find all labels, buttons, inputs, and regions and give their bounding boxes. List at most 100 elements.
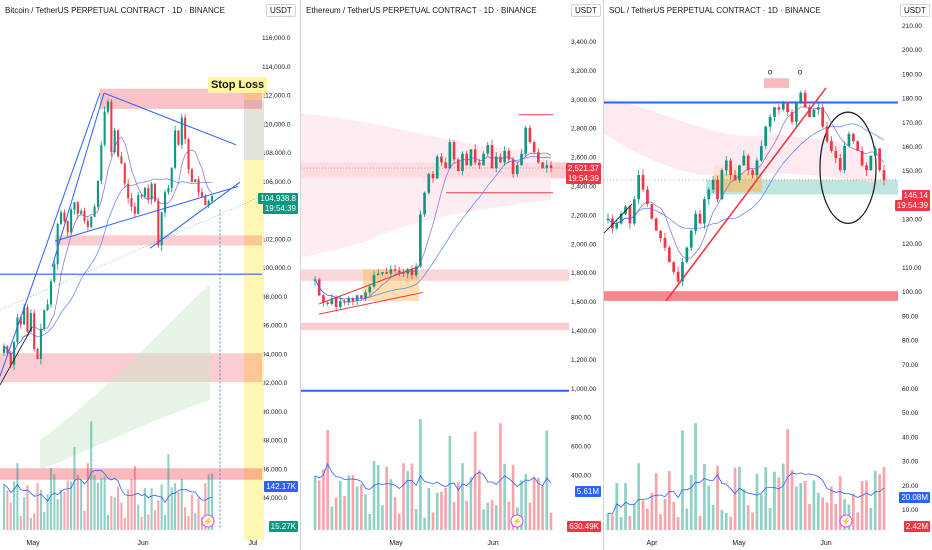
volume-bar <box>681 430 684 530</box>
y-tick-label: 1,800.00 <box>571 270 597 277</box>
eth-currency-button[interactable]: USDT <box>571 4 601 17</box>
volume-bar <box>431 512 435 530</box>
panel-divider[interactable] <box>603 0 604 550</box>
volume-bar <box>317 480 321 530</box>
lightning-icon[interactable]: ⚡ <box>841 516 851 526</box>
volume-bar <box>184 507 187 530</box>
candle-body <box>381 272 384 274</box>
volume-bar <box>537 477 540 530</box>
lightning-icon[interactable]: ⚡ <box>512 516 522 526</box>
volume-bar <box>43 511 46 530</box>
candle-body <box>773 107 776 117</box>
candle-body <box>672 262 676 272</box>
volume-bar <box>49 468 53 530</box>
candle-body <box>606 218 610 221</box>
candle-body <box>456 159 460 172</box>
sol-chart-title: SOL / TetherUS PERPETUAL CONTRACT · 1D ·… <box>609 6 821 15</box>
volume-bar <box>410 463 414 530</box>
volume-bar <box>364 494 367 530</box>
candle-body <box>632 199 636 224</box>
volume-bar <box>549 512 553 530</box>
candle-body <box>720 170 724 200</box>
candle-body <box>676 271 680 282</box>
candle-body <box>351 298 355 302</box>
x-tick-label: Jun <box>820 540 831 547</box>
volume-bar <box>520 480 523 530</box>
candle-body <box>615 223 619 229</box>
candle-body <box>96 180 99 207</box>
candle-body <box>541 162 544 169</box>
volume-bar <box>389 479 393 530</box>
volume-bar <box>100 477 103 530</box>
candle-body <box>431 173 435 179</box>
volume-bar <box>482 509 485 530</box>
volume-bar <box>524 474 528 530</box>
btc-chart-panel[interactable]: 116,000.0 114,000.0 112,000.0 110,000.0 108,… <box>0 0 300 550</box>
candle-body <box>385 272 388 274</box>
candle-body <box>9 353 12 365</box>
candle-body <box>716 179 719 200</box>
price-axis-bg <box>567 0 603 550</box>
volume-bar <box>130 478 133 530</box>
lightning-icon[interactable] <box>201 514 215 528</box>
volume-bar <box>106 514 110 530</box>
y-tick-label: 2,000.00 <box>571 241 597 248</box>
volume-bar <box>650 492 654 530</box>
btc-volume-ma-label: 142.17K <box>264 481 298 492</box>
candle-body <box>465 153 469 166</box>
lightning-icon[interactable]: ⚡ <box>203 516 213 526</box>
candle-body <box>812 109 816 117</box>
volume-bar <box>76 474 79 530</box>
y-tick-label: 150.00 <box>902 168 922 175</box>
volume-bar <box>16 463 19 530</box>
candle-body <box>742 155 746 166</box>
trend-line <box>149 181 241 249</box>
lightning-icon[interactable] <box>510 514 524 528</box>
volume-bar <box>659 514 662 530</box>
candle-body <box>511 159 515 174</box>
x-tick-label: May <box>389 540 403 547</box>
volume-bar <box>812 480 816 530</box>
volume-bar <box>637 463 641 530</box>
volume-bar <box>63 492 66 530</box>
volume-bar <box>507 501 511 530</box>
volume-bar <box>685 508 689 530</box>
candle-body <box>834 150 838 159</box>
eth-chart-panel[interactable]: 3,400.00 3,200.00 3,000.00 2,800.00 2,600.00… <box>301 0 603 550</box>
sol-currency-button[interactable]: USDT <box>900 4 930 17</box>
volume-bar <box>768 508 772 530</box>
eth-chart-svg[interactable]: 3,400.00 3,200.00 3,000.00 2,800.00 2,600.00… <box>301 0 603 550</box>
volume-bar <box>816 492 820 530</box>
candle-body <box>847 133 851 146</box>
candle-body <box>803 92 807 108</box>
volume-bar <box>66 480 69 530</box>
candle-body <box>419 214 422 267</box>
volume-bar <box>338 480 342 530</box>
panel-divider[interactable] <box>300 0 301 550</box>
volume-bar <box>157 500 160 530</box>
volume-bar <box>123 517 126 530</box>
lightning-icon[interactable] <box>839 514 853 528</box>
candle-body <box>435 156 439 179</box>
volume-bar <box>781 463 785 530</box>
demand-zone <box>0 353 262 382</box>
sol-chart-svg[interactable]: 210.00 200.00 190.00 180.00 170.00 160.00 150.… <box>604 0 932 550</box>
volume-bar <box>120 502 123 530</box>
volume-bar <box>174 483 177 530</box>
btc-chart-svg[interactable]: 116,000.0 114,000.0 112,000.0 110,000.0 108,… <box>0 0 300 550</box>
lower-zone <box>0 468 262 480</box>
y-tick-label: 170.00 <box>902 120 922 127</box>
y-tick-label: 110.00 <box>902 265 922 272</box>
y-tick-label: 200.00 <box>902 47 922 54</box>
candle-body <box>440 156 443 163</box>
sol-chart-panel[interactable]: 210.00 200.00 190.00 180.00 170.00 160.00 150.… <box>604 0 932 550</box>
cloud-area <box>301 113 551 258</box>
volume-bar <box>385 466 388 530</box>
candle-body <box>444 162 447 169</box>
y-tick-label: 180.00 <box>902 96 922 103</box>
y-tick-label: 30.00 <box>902 459 919 466</box>
y-tick-label: 3,200.00 <box>571 68 597 75</box>
btc-currency-button[interactable]: USDT <box>266 4 296 17</box>
volume-bar <box>456 482 460 530</box>
volume-bar <box>860 481 864 530</box>
